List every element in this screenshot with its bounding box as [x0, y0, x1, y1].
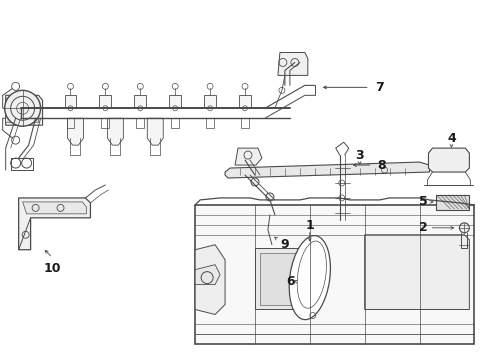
Polygon shape: [134, 95, 147, 108]
Text: 8: 8: [378, 158, 386, 172]
Polygon shape: [19, 198, 91, 250]
Polygon shape: [204, 95, 216, 108]
Polygon shape: [6, 95, 43, 125]
Circle shape: [460, 223, 469, 233]
Polygon shape: [68, 118, 83, 145]
Circle shape: [266, 193, 274, 201]
Text: 6: 6: [286, 275, 295, 288]
FancyBboxPatch shape: [195, 205, 474, 345]
Circle shape: [9, 96, 37, 124]
Polygon shape: [65, 95, 76, 108]
Text: 9: 9: [280, 238, 289, 251]
Polygon shape: [23, 202, 86, 214]
Polygon shape: [239, 95, 251, 108]
Polygon shape: [437, 195, 469, 210]
Polygon shape: [107, 118, 123, 145]
Text: 1: 1: [305, 219, 314, 232]
Polygon shape: [428, 148, 469, 172]
Text: 10: 10: [44, 262, 61, 275]
Polygon shape: [99, 95, 111, 108]
Polygon shape: [255, 248, 310, 310]
Ellipse shape: [289, 235, 330, 320]
Polygon shape: [260, 253, 305, 305]
Circle shape: [5, 90, 41, 126]
Text: 4: 4: [447, 132, 456, 145]
Text: 2: 2: [419, 221, 427, 234]
Polygon shape: [195, 265, 220, 285]
Polygon shape: [147, 118, 163, 145]
Polygon shape: [235, 148, 262, 165]
Polygon shape: [225, 162, 429, 178]
Polygon shape: [169, 95, 181, 108]
Polygon shape: [365, 235, 469, 310]
Text: 3: 3: [355, 149, 364, 162]
Polygon shape: [6, 98, 39, 122]
Text: 7: 7: [375, 81, 383, 94]
Polygon shape: [195, 245, 225, 315]
Circle shape: [251, 178, 259, 186]
Polygon shape: [278, 53, 308, 75]
Text: 5: 5: [419, 195, 427, 208]
